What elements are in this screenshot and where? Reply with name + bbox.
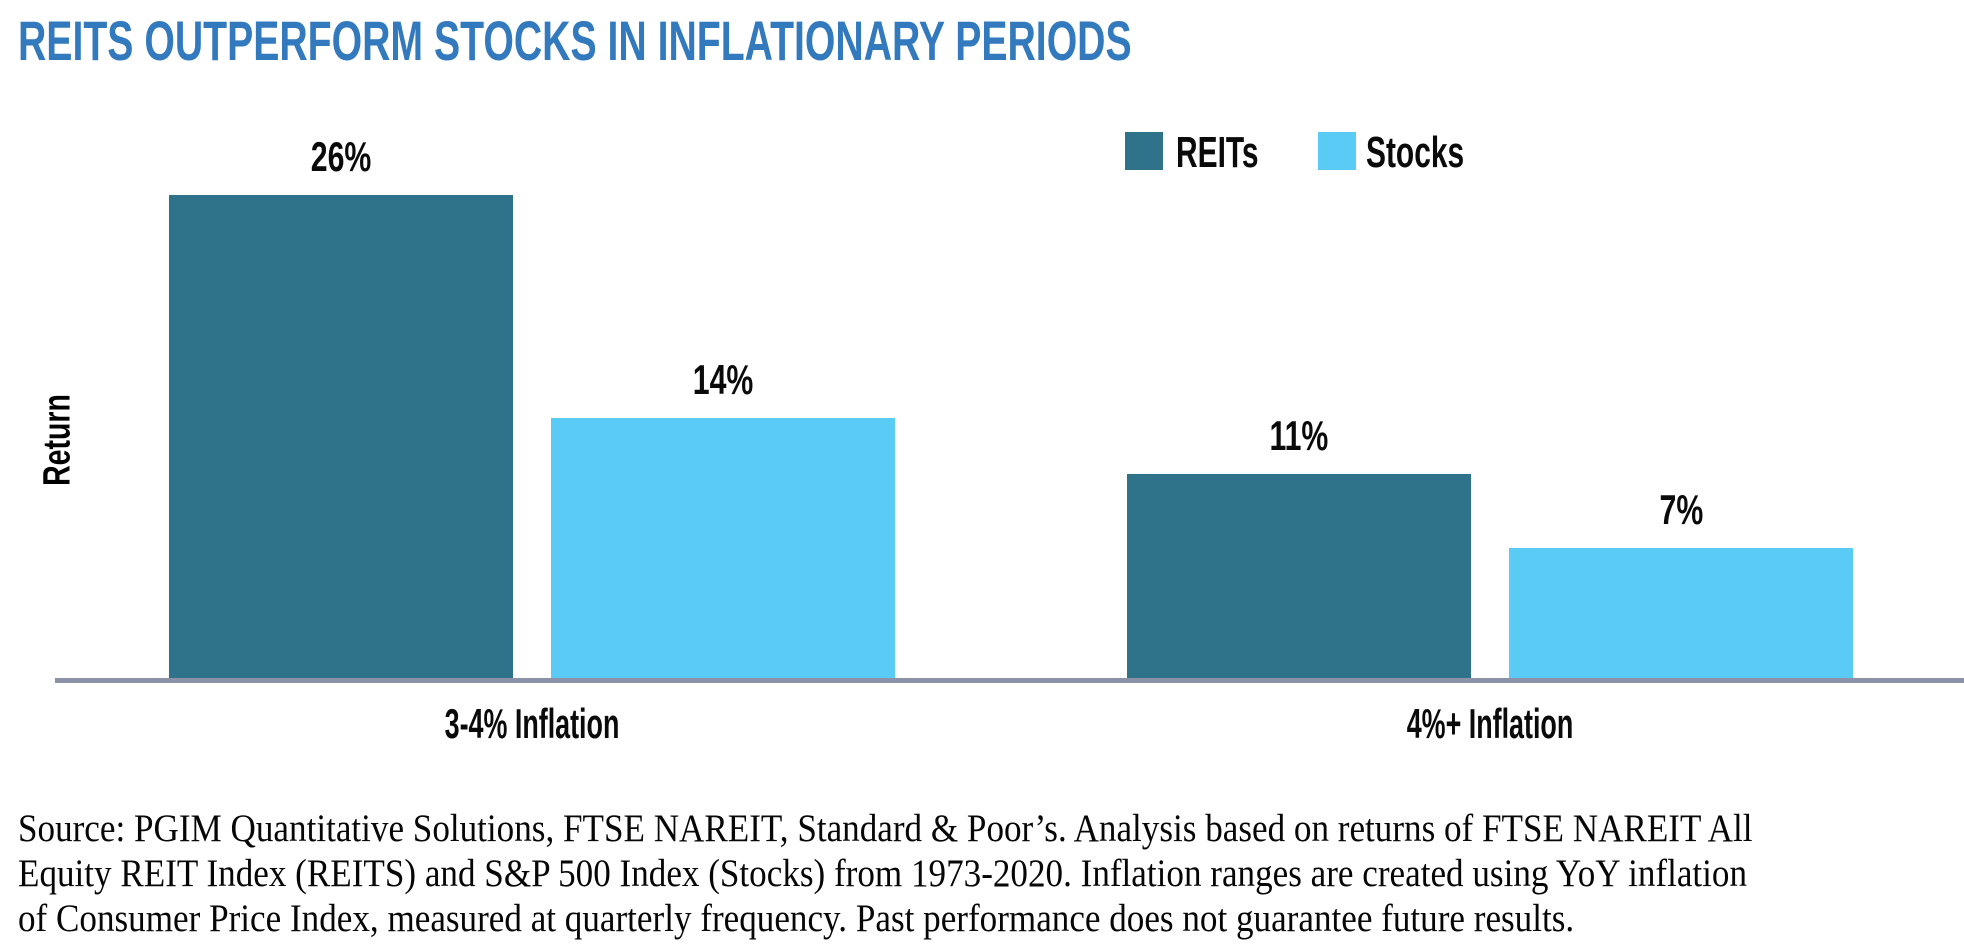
bar-reits-group2 bbox=[1127, 474, 1471, 678]
y-axis-label: Return bbox=[36, 394, 79, 486]
bar-stocks-group1 bbox=[551, 418, 895, 678]
bar-stocks-group2 bbox=[1509, 548, 1853, 678]
source-line: of Consumer Price Index, measured at qua… bbox=[18, 897, 1575, 940]
source-line: Source: PGIM Quantitative Solutions, FTS… bbox=[18, 807, 1753, 850]
legend-label-reits: REITs bbox=[1176, 128, 1259, 177]
bar-value-label: 7% bbox=[1659, 486, 1703, 533]
category-label-1: 3-4% Inflation bbox=[444, 700, 620, 747]
legend-swatch-reits bbox=[1125, 132, 1163, 170]
source-line: Equity REIT Index (REITS) and S&P 500 In… bbox=[18, 852, 1748, 895]
bar-value-label: 14% bbox=[692, 356, 754, 403]
x-axis-line bbox=[55, 678, 1964, 683]
legend-swatch-stocks bbox=[1318, 132, 1356, 170]
bar-reits-group1 bbox=[169, 195, 513, 678]
bar-value-label: 11% bbox=[1269, 412, 1329, 459]
source-note: Source: PGIM Quantitative Solutions, FTS… bbox=[18, 806, 1945, 941]
legend-label-stocks: Stocks bbox=[1366, 128, 1465, 177]
page-title: REITS OUTPERFORM STOCKS IN INFLATIONARY … bbox=[18, 9, 1132, 72]
bar-value-label: 26% bbox=[310, 133, 372, 180]
category-label-2: 4%+ Inflation bbox=[1406, 700, 1574, 747]
